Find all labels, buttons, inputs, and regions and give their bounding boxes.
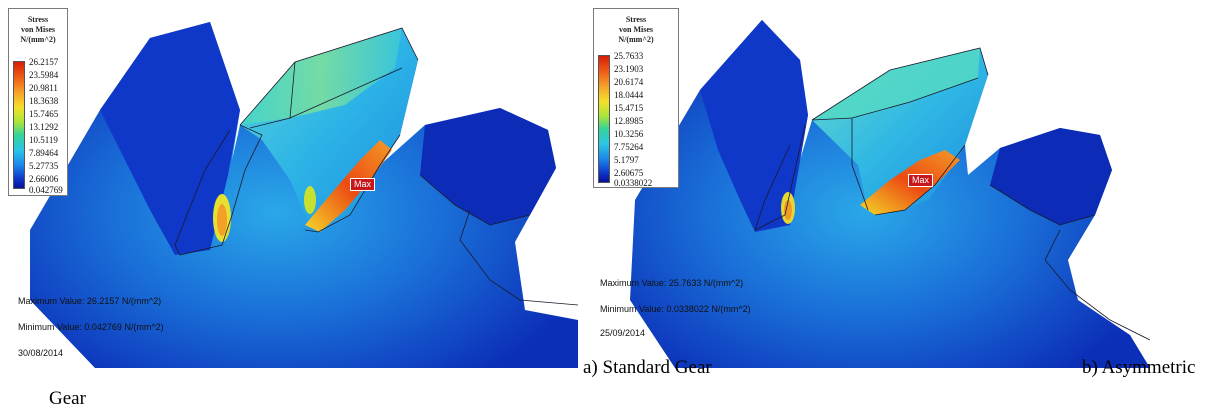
legend-color-bar [13,61,25,189]
legend-tick: 7.89464 [29,148,59,158]
caption-asymmetric-gear-continued: Gear [49,388,86,409]
left-tooth [700,20,808,232]
legend-color-bar [598,55,610,183]
max-marker: Max [350,178,376,191]
legend-tick: 12.8985 [614,116,644,126]
legend-tick: 15.4715 [614,103,644,113]
root-hotspot-left-core [784,200,792,220]
legend-title: Stress von Mises N/(mm^2) [20,15,56,44]
stress-legend: Stress von Mises N/(mm^2) 26.2157 23.598… [8,8,68,196]
stress-contour-standard [30,22,578,368]
root-hotspot-right [305,140,392,232]
legend-tick: 23.1903 [614,64,644,74]
legend-tick: 20.9811 [29,83,58,93]
fea-panel-standard-gear: Stress von Mises N/(mm^2) 26.2157 23.598… [0,0,578,368]
legend-tick: 0.0338022 [614,178,653,188]
minimum-value-text: Minimum Value: 0.0338022 N/(mm^2) [600,304,751,314]
legend-title: Stress von Mises N/(mm^2) [618,15,654,44]
legend-tick: 2.66006 [29,174,59,184]
legend-tick: 25.7633 [614,51,644,61]
legend-tick: 13.1292 [29,122,59,132]
mesh-outlines [754,47,1151,341]
maximum-value-text: Maximum Value: 26.2157 N/(mm^2) [18,296,162,306]
legend-tick: 0.042769 [29,185,63,195]
stress-legend: Stress von Mises N/(mm^2) 25.7633 23.190… [593,8,679,188]
stress-contour-asymmetric [630,20,1151,368]
legend-tick: 5.1797 [614,155,639,165]
root-hotspot-left-core [217,204,227,236]
mesh-outlines [174,27,578,306]
analysis-date: 25/09/2014 [600,328,646,338]
caption-asymmetric-gear: b) Asymmetric [1082,357,1196,378]
legend-tick: 15.7465 [29,109,59,119]
root-hotspot-mid [304,186,316,214]
legend-tick: 5.27735 [29,161,59,171]
maximum-value-text: Maximum Value: 25.7633 N/(mm^2) [600,278,744,288]
analysis-date: 30/08/2014 [18,348,64,358]
legend-tick: 23.5984 [29,70,59,80]
right-tooth [420,108,556,225]
legend-tick: 26.2157 [29,57,59,67]
legend-tick: 20.6174 [614,77,644,87]
minimum-value-text: Minimum Value: 0.042769 N/(mm^2) [18,322,164,332]
left-tooth [100,22,240,255]
legend-tick: 2.60675 [614,168,644,178]
middle-tooth-top-face [240,28,402,125]
max-marker: Max [908,174,934,187]
legend-tick: 7.75264 [614,142,644,152]
right-tooth [990,128,1112,225]
middle-tooth-top-face [812,48,980,120]
legend-tick: 18.0444 [614,90,644,100]
caption-standard-gear: a) Standard Gear [583,357,712,378]
legend-tick: 18.3638 [29,96,59,106]
legend-tick: 10.3256 [614,129,644,139]
legend-tick: 10.5119 [29,135,58,145]
fea-panel-asymmetric-gear: Stress von Mises N/(mm^2) 25.7633 23.190… [590,0,1226,368]
